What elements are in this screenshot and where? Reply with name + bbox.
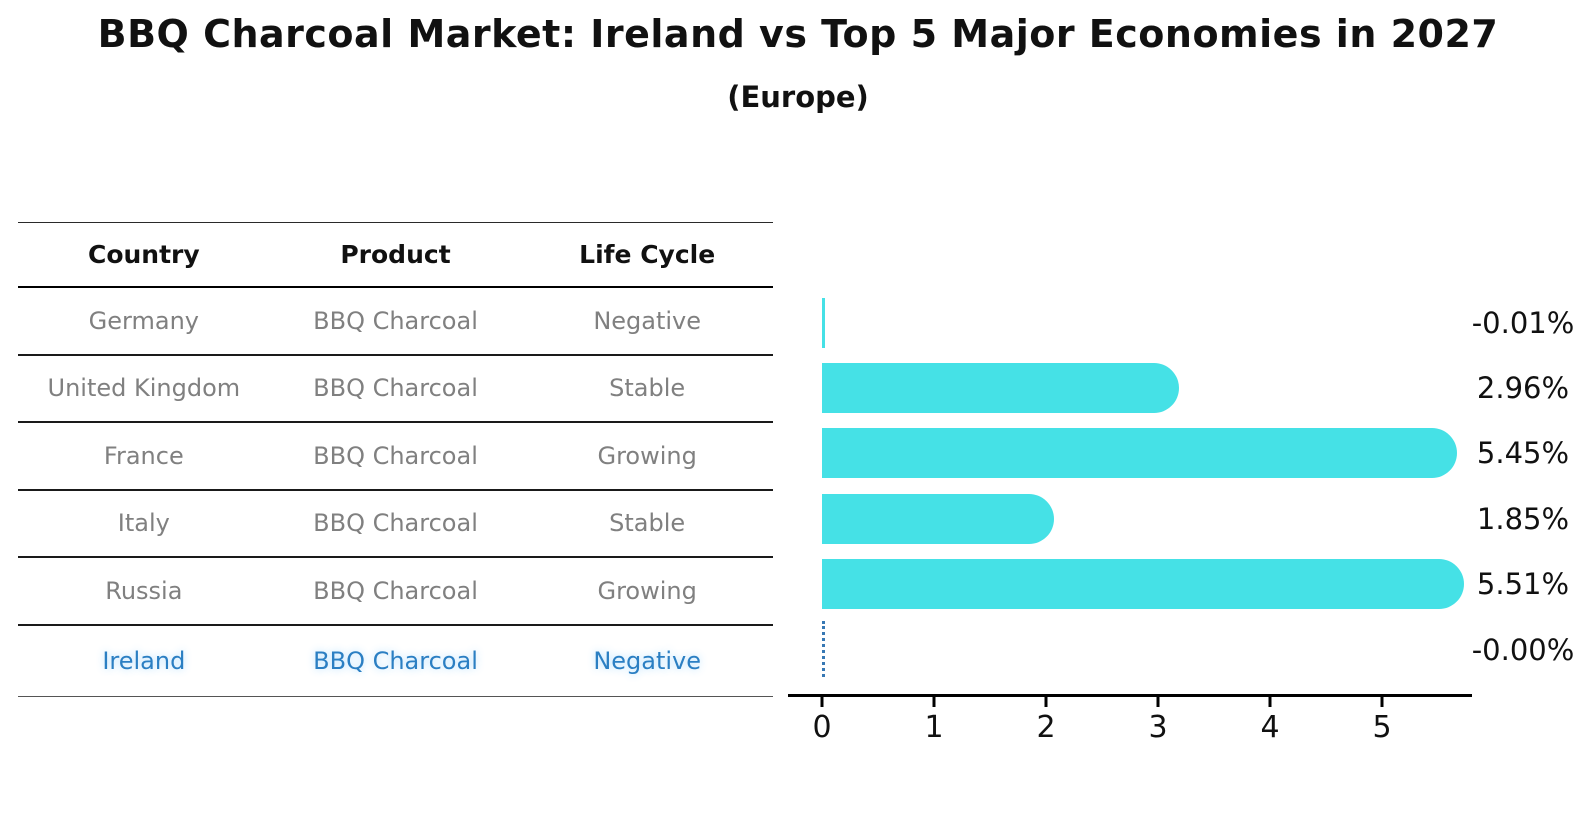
- cell-country: Ireland: [102, 646, 186, 675]
- cell-country: Germany: [88, 306, 199, 335]
- bar-italy: [822, 493, 1055, 544]
- tick-label: 5: [1372, 710, 1392, 745]
- value-label-france: 5.45%: [1476, 436, 1570, 471]
- x-axis-tick-labels: 0 1 2 3 4 5: [812, 710, 1472, 750]
- tick-mark: [1044, 697, 1048, 707]
- table-header-row: Country Product Life Cycle: [18, 223, 773, 288]
- chart-subtitle: (Europe): [727, 80, 869, 114]
- cell-country: Russia: [105, 576, 183, 605]
- header-country: Country: [87, 240, 200, 269]
- tick-label: 3: [1148, 710, 1168, 745]
- value-label-italy: 1.85%: [1476, 501, 1570, 536]
- cell-life-cycle: Growing: [597, 576, 697, 605]
- table-row-russia: Russia BBQ Charcoal Growing: [18, 558, 773, 626]
- cell-life-cycle: Stable: [609, 509, 686, 538]
- cell-life-cycle: Negative: [593, 646, 702, 675]
- bar-row-italy: [822, 486, 1482, 551]
- cell-life-cycle: Stable: [609, 374, 686, 403]
- cell-life-cycle: Negative: [593, 306, 702, 335]
- table-row-ireland: Ireland BBQ Charcoal Negative: [18, 626, 773, 697]
- tick-mark: [1268, 697, 1272, 707]
- bar-russia: [822, 559, 1465, 610]
- cell-product: BBQ Charcoal: [313, 374, 478, 403]
- cell-product: BBQ Charcoal: [313, 509, 478, 538]
- bar-row-ireland: [822, 617, 1482, 682]
- chart-title: BBQ Charcoal Market: Ireland vs Top 5 Ma…: [97, 12, 1499, 56]
- x-axis-line: [788, 694, 1472, 697]
- bar-germany: [822, 297, 825, 348]
- value-label-germany: -0.01%: [1471, 305, 1575, 340]
- tick-label: 2: [1036, 710, 1056, 745]
- tick-label: 1: [924, 710, 944, 745]
- cell-life-cycle: Growing: [597, 441, 697, 470]
- tick-label: 4: [1260, 710, 1280, 745]
- tick-label: 0: [812, 710, 832, 745]
- cell-country: Italy: [117, 509, 170, 538]
- bar-france: [822, 428, 1458, 479]
- tick-mark: [932, 697, 936, 707]
- tick-mark: [1156, 697, 1160, 707]
- cell-product: BBQ Charcoal: [313, 646, 478, 675]
- table-row-france: France BBQ Charcoal Growing: [18, 423, 773, 491]
- cell-product: BBQ Charcoal: [313, 306, 478, 335]
- value-label-column: -0.01% 2.96% 5.45% 1.85% 5.51% -0.00%: [1450, 290, 1596, 682]
- value-label-russia: 5.51%: [1476, 567, 1570, 602]
- bar-row-germany: [822, 290, 1482, 355]
- bar-row-russia: [822, 552, 1482, 617]
- cell-country: United Kingdom: [47, 374, 241, 403]
- tick-mark: [1380, 697, 1384, 707]
- value-label-ireland: -0.00%: [1471, 632, 1575, 667]
- bar-united-kingdom: [822, 362, 1179, 413]
- bar-ireland-zero-marker: [822, 620, 825, 677]
- tick-mark: [820, 697, 824, 707]
- table-row-germany: Germany BBQ Charcoal Negative: [18, 288, 773, 356]
- header-life-cycle: Life Cycle: [579, 240, 716, 269]
- bar-row-france: [822, 421, 1482, 486]
- cell-country: France: [103, 441, 184, 470]
- country-table: Country Product Life Cycle Germany BBQ C…: [18, 222, 773, 697]
- bar-row-united-kingdom: [822, 355, 1482, 420]
- header-product: Product: [340, 240, 451, 269]
- value-label-united-kingdom: 2.96%: [1476, 371, 1570, 406]
- table-row-united-kingdom: United Kingdom BBQ Charcoal Stable: [18, 356, 773, 423]
- cell-product: BBQ Charcoal: [313, 441, 478, 470]
- bar-plot-area: [822, 290, 1482, 682]
- cell-product: BBQ Charcoal: [313, 576, 478, 605]
- table-row-italy: Italy BBQ Charcoal Stable: [18, 491, 773, 558]
